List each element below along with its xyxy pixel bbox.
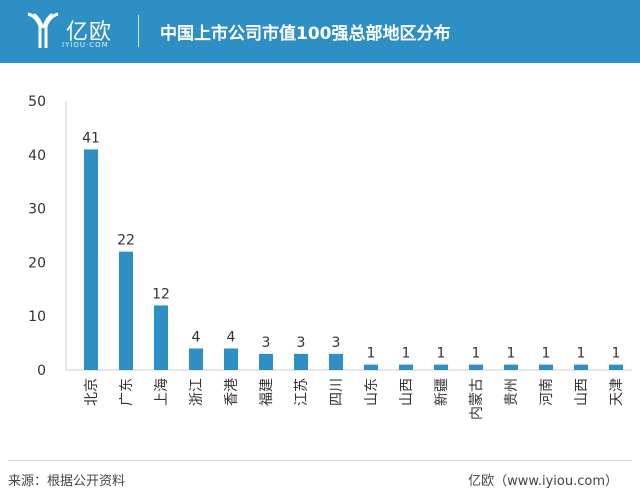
data-label: 12 bbox=[152, 286, 170, 302]
page-title: 中国上市公司市值100强总部地区分布 bbox=[160, 24, 451, 44]
data-label: 1 bbox=[367, 346, 376, 362]
x-tick-label: 山西 bbox=[399, 378, 415, 406]
logo-icon bbox=[27, 12, 59, 48]
data-label: 1 bbox=[472, 346, 481, 362]
bar bbox=[504, 364, 518, 370]
bar bbox=[574, 364, 588, 370]
y-tick-label: 20 bbox=[28, 255, 46, 271]
x-tick-label: 四川 bbox=[329, 378, 345, 406]
header-divider bbox=[138, 15, 139, 47]
data-label: 3 bbox=[262, 335, 271, 351]
bar bbox=[189, 348, 203, 370]
y-tick-label: 30 bbox=[28, 202, 46, 218]
data-label: 1 bbox=[437, 346, 446, 362]
bar bbox=[399, 364, 413, 370]
header-banner: 亿欧 IYIOU·COM 中国上市公司市值100强总部地区分布 bbox=[0, 0, 640, 63]
x-tick-label: 北京 bbox=[84, 378, 100, 406]
bar bbox=[259, 353, 273, 370]
bar bbox=[364, 364, 378, 370]
bar bbox=[434, 364, 448, 370]
x-tick-label: 上海 bbox=[154, 378, 170, 406]
data-label: 1 bbox=[402, 346, 411, 362]
x-tick-label: 山东 bbox=[364, 378, 380, 406]
x-tick-label: 贵州 bbox=[504, 378, 520, 406]
data-label: 4 bbox=[227, 329, 236, 345]
bar bbox=[469, 364, 483, 370]
bar bbox=[224, 348, 238, 370]
footer-divider bbox=[8, 460, 632, 461]
data-label: 22 bbox=[117, 233, 135, 249]
credit-note: 亿欧（www.iyiou.com） bbox=[468, 474, 618, 489]
data-label: 4 bbox=[192, 329, 201, 345]
logo-text: 亿欧 bbox=[66, 20, 113, 45]
y-tick-label: 10 bbox=[28, 309, 46, 325]
data-label: 1 bbox=[577, 346, 586, 362]
bar bbox=[329, 353, 343, 370]
x-tick-label: 内蒙古 bbox=[469, 378, 485, 420]
data-label: 41 bbox=[82, 130, 100, 146]
x-tick-label: 天津 bbox=[609, 378, 625, 406]
x-tick-label: 广东 bbox=[119, 378, 135, 406]
x-tick-label: 香港 bbox=[224, 378, 240, 406]
x-tick-label: 新疆 bbox=[434, 378, 450, 406]
bar bbox=[154, 305, 168, 370]
bar bbox=[539, 364, 553, 370]
bar bbox=[294, 353, 308, 370]
bar-chart: 0 10 20 30 40 50 41 北京 22 广东 12 上海 4 浙江 4 香港 3 福建 3 江苏 3 四川 1 山… bbox=[28, 94, 632, 420]
y-tick-label: 0 bbox=[37, 363, 46, 379]
y-tick-label: 40 bbox=[28, 148, 46, 164]
logo: 亿欧 IYIOU·COM bbox=[26, 8, 136, 56]
x-tick-label: 福建 bbox=[259, 378, 275, 406]
x-tick-label: 山西 bbox=[574, 378, 590, 406]
bar bbox=[84, 149, 98, 370]
x-tick-label: 河南 bbox=[539, 378, 555, 406]
data-label: 1 bbox=[507, 346, 516, 362]
data-label: 3 bbox=[332, 335, 341, 351]
bar bbox=[119, 251, 133, 370]
data-label: 1 bbox=[542, 346, 551, 362]
logo-subtext: IYIOU·COM bbox=[62, 41, 109, 49]
data-label: 1 bbox=[612, 346, 621, 362]
source-note: 来源：根据公开资料 bbox=[8, 474, 126, 489]
y-tick-label: 50 bbox=[28, 94, 46, 110]
x-tick-label: 江苏 bbox=[294, 378, 310, 406]
x-tick-label: 浙江 bbox=[189, 378, 205, 406]
data-label: 3 bbox=[297, 335, 306, 351]
bar bbox=[609, 364, 623, 370]
